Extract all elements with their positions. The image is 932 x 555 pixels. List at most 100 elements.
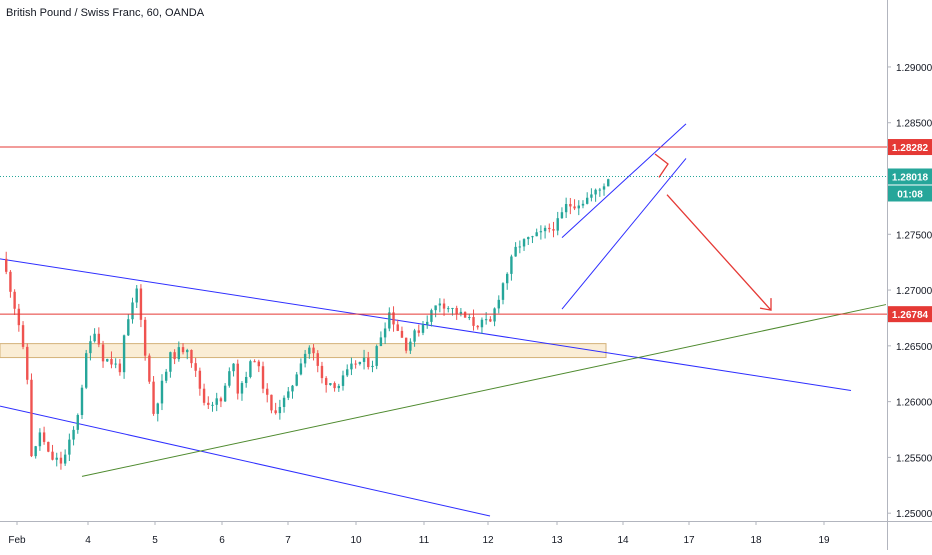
x-tick-label: 11 xyxy=(419,535,430,546)
candle xyxy=(421,324,425,333)
x-tick-label: 6 xyxy=(219,535,225,546)
candle xyxy=(383,328,387,338)
candle xyxy=(253,361,256,363)
y-tick-label: 1.29000 xyxy=(896,63,932,74)
candle xyxy=(63,454,67,464)
candle xyxy=(501,283,505,300)
candle xyxy=(573,206,576,209)
candle xyxy=(514,246,517,257)
candle xyxy=(324,378,328,386)
candle xyxy=(404,337,408,351)
candle xyxy=(527,237,530,240)
candle xyxy=(455,307,458,314)
y-tick-label: 1.25500 xyxy=(896,453,932,464)
candle xyxy=(531,236,534,238)
candle xyxy=(341,375,345,386)
candle xyxy=(198,370,202,389)
x-tick-label: 18 xyxy=(750,535,762,546)
candle xyxy=(442,303,446,309)
candle xyxy=(590,194,593,198)
price-badge-current-bg xyxy=(888,168,932,185)
candle xyxy=(9,271,12,292)
price-badge-support-bg xyxy=(888,306,932,323)
candle xyxy=(148,355,151,382)
candle xyxy=(34,446,37,457)
candle xyxy=(367,357,370,368)
candle xyxy=(375,346,378,366)
candle xyxy=(274,410,277,414)
x-tick-label: 4 xyxy=(85,535,91,546)
price-badge-support: 1.26784 xyxy=(892,310,929,321)
candle xyxy=(160,380,164,404)
candle xyxy=(42,432,46,442)
candle xyxy=(371,365,374,368)
candle xyxy=(476,325,479,328)
candle xyxy=(118,363,122,373)
candle xyxy=(560,212,564,219)
candle xyxy=(447,308,450,310)
candle xyxy=(430,310,433,322)
candle xyxy=(484,319,488,321)
candle xyxy=(110,359,113,365)
candle xyxy=(55,457,58,460)
candle xyxy=(266,388,269,395)
candle xyxy=(51,451,54,460)
candle xyxy=(426,321,429,325)
candle xyxy=(164,371,168,381)
price-badge-current: 1.28018 xyxy=(892,172,929,183)
candle xyxy=(59,457,63,464)
candle xyxy=(535,232,538,237)
candle xyxy=(548,227,551,230)
candle xyxy=(30,379,33,457)
candle xyxy=(211,404,214,406)
price-badge-resistance: 1.28282 xyxy=(892,143,929,154)
candle xyxy=(21,325,25,347)
candle xyxy=(169,352,172,372)
candle xyxy=(594,189,597,195)
candle xyxy=(5,258,8,272)
candle xyxy=(131,302,134,320)
candle xyxy=(337,385,340,389)
candle xyxy=(354,363,357,365)
rising-channel-lower xyxy=(561,158,687,310)
candle xyxy=(17,308,21,326)
candle xyxy=(569,204,572,207)
candle xyxy=(173,352,176,360)
candle xyxy=(409,341,412,351)
candle xyxy=(392,312,395,325)
candle xyxy=(303,353,307,364)
candle xyxy=(472,317,475,326)
rising-channel-upper xyxy=(561,123,687,238)
candle xyxy=(287,391,290,398)
candle xyxy=(607,179,610,187)
candle xyxy=(89,341,92,354)
y-tick-label: 1.26500 xyxy=(896,342,932,353)
y-tick-label: 1.27000 xyxy=(896,286,932,297)
candle xyxy=(518,246,522,248)
candle xyxy=(329,383,332,386)
candle xyxy=(506,273,509,284)
candle xyxy=(333,383,336,389)
x-tick-label: 14 xyxy=(617,535,629,546)
candle xyxy=(114,363,117,365)
candle xyxy=(320,365,324,379)
candle xyxy=(26,346,29,380)
candle xyxy=(316,353,319,366)
candle xyxy=(451,307,454,309)
candle xyxy=(602,186,606,190)
candle xyxy=(194,363,197,371)
chart-title: British Pound / Swiss Franc, 60, OANDA xyxy=(6,7,205,19)
candle xyxy=(581,203,585,206)
candle xyxy=(358,361,362,365)
candle xyxy=(236,363,239,394)
candle xyxy=(543,227,547,232)
candle xyxy=(299,363,303,375)
candle xyxy=(219,398,223,402)
candle xyxy=(257,361,261,367)
countdown-badge: 01:08 xyxy=(897,189,923,200)
candle xyxy=(480,319,484,328)
forecast-arrow-line xyxy=(666,194,772,311)
countdown-badge-bg xyxy=(888,185,932,202)
